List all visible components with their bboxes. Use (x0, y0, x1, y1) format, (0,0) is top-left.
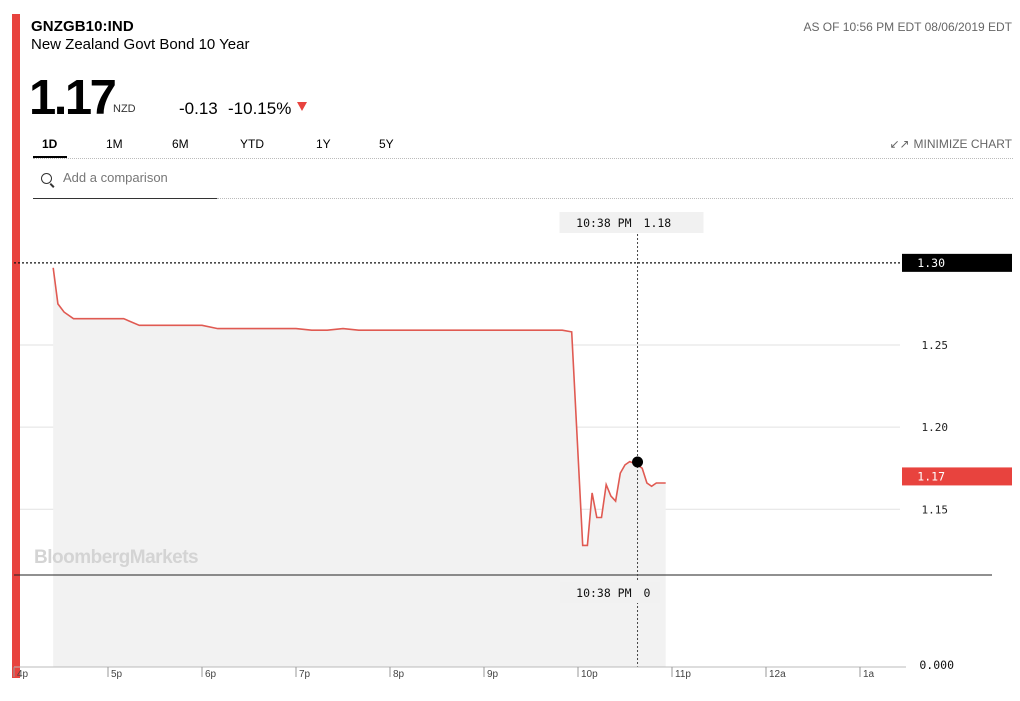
y-axis-labels: 1.15 1.20 1.25 (922, 339, 949, 516)
crosshair-price-label: 1.18 (644, 216, 672, 230)
crosshair-volume-box (559, 582, 660, 603)
price-change: -0.13 (179, 99, 218, 118)
tab-1m[interactable]: 1M (106, 137, 123, 151)
y-tick-label: 1.20 (922, 421, 949, 434)
accent-bar (12, 14, 20, 678)
as-of-timestamp: AS OF 10:56 PM EDT 08/06/2019 EDT (803, 20, 1012, 34)
minimize-icon: ↙↗ (889, 137, 910, 151)
last-price-label: 1.17 (917, 469, 945, 483)
x-tick-label: 6p (205, 669, 217, 680)
volume-axis-label: 0.000 (919, 658, 954, 672)
price-line (52, 267, 666, 547)
search-divider (217, 198, 1013, 199)
x-tick-label: 4p (17, 669, 29, 680)
x-tick-label: 7p (299, 669, 311, 680)
search-input[interactable] (63, 170, 213, 185)
security-name: New Zealand Govt Bond 10 Year (31, 36, 250, 53)
search-icon (41, 173, 52, 184)
comparison-search (33, 167, 217, 199)
price-area (53, 267, 666, 667)
x-tick-label: 5p (111, 669, 123, 680)
tab-ytd[interactable]: YTD (240, 137, 264, 151)
crosshair-price-box (559, 212, 704, 233)
bloomberg-watermark: BloombergMarkets (34, 547, 199, 568)
crosshair-time-label: 10:38 PM (576, 216, 631, 230)
minimize-label: MINIMIZE CHART (913, 137, 1012, 151)
ticker-symbol: GNZGB10:IND (31, 18, 134, 35)
last-price-tag (902, 467, 1012, 486)
price-change-percent: -10.15% (228, 99, 292, 118)
tab-1d[interactable]: 1D (42, 137, 58, 151)
x-tick-label: 8p (393, 669, 405, 680)
x-tick-label: 12a (769, 669, 786, 680)
current-price: 1.17 (29, 71, 117, 125)
x-tick-label: 1a (863, 669, 875, 680)
down-arrow-icon (297, 102, 307, 111)
y-tick-label: 1.25 (922, 339, 949, 352)
crosshair-dot (632, 456, 644, 468)
x-tick-label: 10p (581, 669, 598, 680)
price-tags: 10:38 PM 1.18 10:38 PM 0 1.30 1.17 0.000 (559, 212, 1012, 672)
crosshair-volume-label: 0 (644, 586, 651, 600)
previous-close-label: 1.30 (917, 256, 945, 270)
tab-1y[interactable]: 1Y (316, 137, 331, 151)
crosshair-volume-time-label: 10:38 PM (576, 586, 631, 600)
currency-label: NZD (113, 103, 136, 115)
active-tab-underline (33, 156, 67, 158)
x-tick-label: 11p (675, 669, 691, 680)
tab-6m[interactable]: 6M (172, 137, 189, 151)
previous-close-tag (902, 253, 1012, 272)
tab-5y[interactable]: 5Y (379, 137, 394, 151)
x-axis: 4p 5p 6p 7p 8p 9p 10p 11p 12a 1a (13, 666, 906, 680)
tabs-divider (33, 158, 1013, 159)
minimize-chart-button[interactable]: ↙↗ MINIMIZE CHART (889, 137, 1012, 151)
y-tick-label: 1.15 (922, 503, 949, 516)
x-tick-label: 9p (487, 669, 499, 680)
